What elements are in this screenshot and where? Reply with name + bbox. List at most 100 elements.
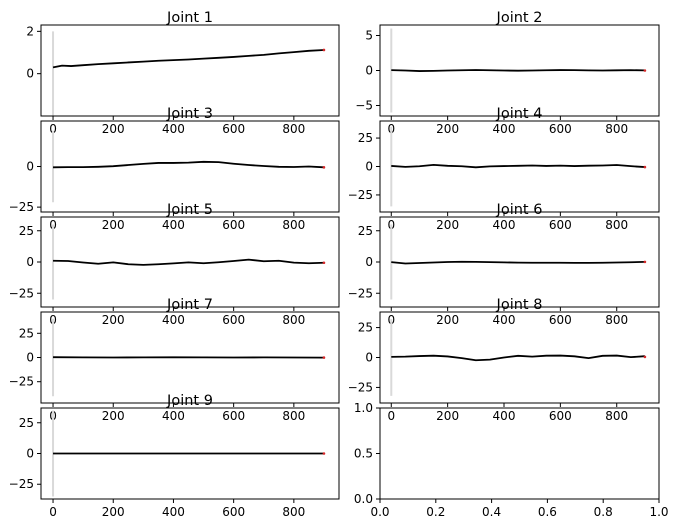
series-line [391,164,645,169]
y-tick-label: −25 [9,477,34,491]
x-tick-label: 400 [493,122,516,136]
y-tick-label: −25 [348,188,373,202]
x-tick-label: 400 [493,218,516,232]
x-tick-label: 1.0 [649,505,668,519]
y-tick-label: 0 [26,351,34,365]
x-tick-label: 800 [605,313,628,327]
y-tick-label: −5 [355,99,373,113]
x-tick-label: 400 [162,313,185,327]
x-tick-label: 200 [102,313,125,327]
x-tick-label: 0 [387,409,395,423]
subplot-1: 0 200 400 600 800 0 2 Joint 1 [26,10,340,136]
x-tick-label: 0.4 [482,505,501,519]
subplot-title: Joint 3 [166,106,213,122]
y-tick-label: 2 [26,24,34,38]
y-tick-label: 1.0 [354,401,373,415]
x-tick-label: 600 [222,505,245,519]
y-tick-label: −25 [348,286,373,300]
end-marker [322,452,326,455]
x-tick-label: 600 [549,313,572,327]
x-tick-label: 800 [282,218,305,232]
x-tick-label: 600 [222,409,245,423]
end-marker [643,69,647,72]
subplot-3: 0 200 400 600 800 −25 0 Joint 3 [9,106,340,232]
subplot-10: 0.0 0.2 0.4 0.6 0.8 1.0 0.0 0.5 1.0 [354,401,669,519]
end-marker [322,48,326,52]
end-marker [643,165,647,169]
subplot-title: Joint 5 [166,202,213,218]
end-marker [643,355,647,359]
x-tick-label: 0.0 [370,505,389,519]
y-tick-label: 0 [365,160,373,174]
y-tick-label: 25 [358,321,373,335]
x-tick-label: 200 [102,122,125,136]
end-marker [643,260,647,264]
series-line [53,160,324,169]
x-tick-label: 200 [436,409,459,423]
series-line [391,69,645,72]
x-tick-label: 600 [549,409,572,423]
series-line [391,354,645,362]
y-tick-label: 0 [26,447,34,461]
y-tick-label: 0 [26,160,34,174]
x-tick-label: 200 [102,505,125,519]
y-tick-label: 25 [19,416,34,430]
y-tick-label: 0 [365,351,373,365]
x-tick-label: 0.8 [594,505,613,519]
x-tick-label: 0 [49,122,57,136]
y-tick-label: 25 [358,224,373,238]
series-line [53,258,324,266]
x-tick-label: 0 [49,505,57,519]
y-tick-label: 0 [26,255,34,269]
x-tick-label: 600 [549,122,572,136]
x-tick-label: 400 [493,313,516,327]
x-tick-label: 800 [605,409,628,423]
x-tick-label: 800 [605,218,628,232]
series-line [52,49,325,69]
x-tick-label: 800 [282,409,305,423]
x-tick-label: 800 [605,122,628,136]
x-tick-label: 400 [493,409,516,423]
subplot-title: Joint 7 [166,297,213,313]
x-tick-label: 600 [222,218,245,232]
subplot-9: 0 200 400 600 800 −25 0 25 Joint 9 [9,393,340,519]
x-tick-label: 400 [162,505,185,519]
subplot-8: 0 200 400 600 800 −25 0 25 Joint 8 [348,297,660,423]
subplot-title: Joint 8 [496,297,543,313]
x-tick-label: 0.2 [426,505,445,519]
x-tick-label: 200 [436,218,459,232]
y-tick-label: −25 [9,200,34,214]
y-tick-label: 0.0 [354,492,373,506]
x-tick-label: 800 [282,505,305,519]
end-marker [322,356,326,359]
end-marker [322,166,326,169]
x-tick-label: 600 [222,122,245,136]
y-tick-label: 0 [365,64,373,78]
subplot-title: Joint 4 [496,106,543,122]
subplot-title: Joint 2 [496,10,543,26]
x-tick-label: 0.6 [538,505,557,519]
y-tick-label: 25 [19,224,34,238]
subplot-title: Joint 6 [496,202,543,218]
y-tick-label: −25 [348,380,373,394]
y-tick-label: 25 [358,131,373,145]
x-tick-label: 200 [102,409,125,423]
x-tick-label: 800 [282,313,305,327]
y-tick-label: −25 [9,375,34,389]
x-tick-label: 600 [222,313,245,327]
y-tick-label: −25 [9,286,34,300]
series-line [391,260,645,265]
x-tick-label: 200 [436,313,459,327]
y-tick-label: 0 [365,255,373,269]
subplot-title: Joint 9 [166,393,213,409]
y-tick-label: 0.5 [354,447,373,461]
x-tick-label: 400 [162,409,185,423]
y-tick-label: 25 [19,326,34,340]
end-marker [322,261,326,265]
